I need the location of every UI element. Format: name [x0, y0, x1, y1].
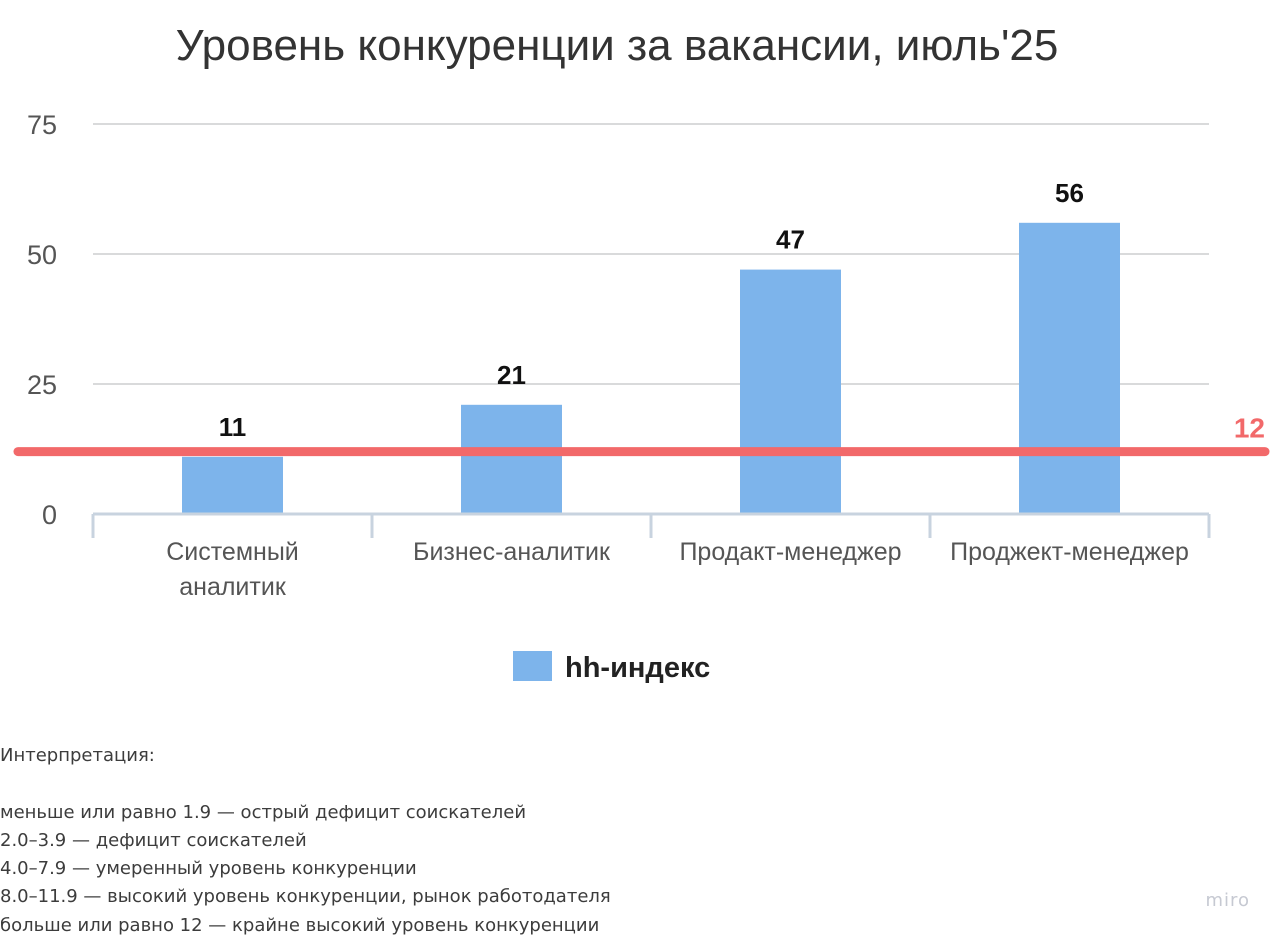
bar — [461, 404, 562, 514]
data-label: 11 — [219, 412, 247, 442]
y-tick-label: 25 — [27, 370, 57, 400]
bar — [182, 456, 283, 514]
interpretation-line: 2.0–3.9 — дефицит соискателей — [0, 829, 307, 851]
miro-logo: miro — [1205, 890, 1250, 911]
category-label: Проджект-менеджер — [950, 538, 1189, 566]
interpretation: Интерпретация: меньше или равно 1.9 — ос… — [0, 742, 900, 940]
reference-line-group: 12 — [13, 413, 1270, 457]
category-labels: Системный аналитик Бизнес-аналитик Продакт-… — [166, 538, 1189, 601]
legend-swatch — [513, 651, 552, 681]
chart: Уровень конкуренции за вакансии, июль'25… — [13, 21, 1270, 684]
category-label: Бизнес-аналитик — [413, 538, 611, 566]
bars — [182, 222, 1120, 515]
legend-label: hh-индекс — [565, 652, 710, 684]
interpretation-heading: Интерпретация: — [0, 745, 155, 766]
x-axis — [91, 512, 1211, 538]
legend: hh-индекс — [513, 651, 710, 684]
y-tick-label: 0 — [42, 500, 57, 530]
data-labels: 11 21 47 56 — [219, 178, 1084, 442]
category-label: Продакт-менеджер — [679, 538, 901, 566]
category-label: Системный аналитик — [166, 538, 299, 601]
interpretation-line: больше или равно 12 — крайне высокий уро… — [0, 914, 600, 936]
interpretation-line: 4.0–7.9 — умеренный уровень конкуренции — [0, 858, 417, 880]
interpretation-line: меньше или равно 1.9 — острый дефицит со… — [0, 801, 527, 823]
bar — [740, 269, 841, 514]
data-label: 47 — [776, 225, 805, 255]
data-label: 56 — [1055, 178, 1084, 208]
data-label: 21 — [497, 360, 526, 390]
bar — [1019, 222, 1120, 515]
interpretation-line: 8.0–11.9 — высокий уровень конкуренции, … — [0, 886, 611, 908]
y-tick-label: 50 — [27, 240, 57, 270]
reference-line-label: 12 — [1234, 413, 1265, 444]
chart-title: Уровень конкуренции за вакансии, июль'25 — [176, 21, 1059, 70]
y-tick-label: 75 — [27, 110, 57, 140]
y-axis-ticks: 0 25 50 75 — [27, 110, 57, 530]
